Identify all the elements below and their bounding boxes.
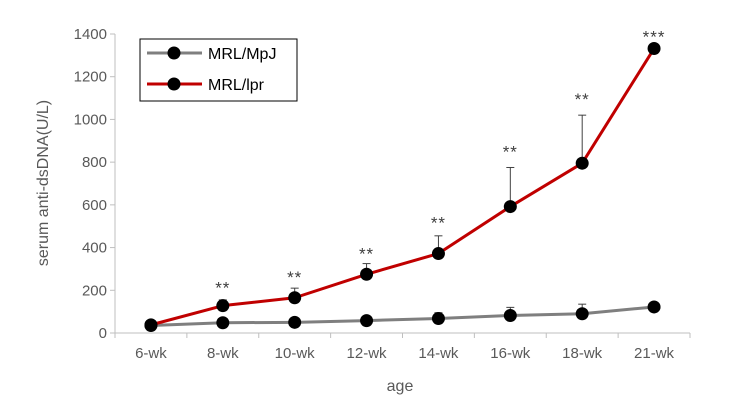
data-point-mrl-lpr bbox=[575, 156, 589, 170]
series-lines bbox=[150, 47, 656, 328]
data-point-mrl-mpj bbox=[575, 307, 589, 321]
significance-label: ** bbox=[287, 268, 302, 287]
y-tick-label: 200 bbox=[82, 282, 107, 299]
legend: MRL/MpJ MRL/lpr bbox=[139, 38, 298, 102]
data-point-mrl-mpj bbox=[360, 314, 374, 328]
data-point-mrl-lpr bbox=[144, 318, 158, 332]
x-tick-label: 21-wk bbox=[634, 345, 675, 362]
significance-label: *** bbox=[643, 27, 666, 46]
y-tick-label: 600 bbox=[82, 197, 107, 214]
y-tick-label: 400 bbox=[82, 240, 107, 257]
data-point-mrl-mpj bbox=[503, 308, 517, 322]
data-point-mrl-lpr bbox=[647, 42, 661, 56]
data-point-mrl-lpr bbox=[288, 291, 302, 305]
legend-label-mrl-mpj: MRL/MpJ bbox=[208, 46, 276, 63]
data-point-mrl-lpr bbox=[431, 247, 445, 261]
error-bars bbox=[218, 114, 587, 321]
y-axis-label: serum anti-dsDNA(U/L) bbox=[35, 100, 52, 266]
legend-box bbox=[139, 38, 298, 102]
data-point-mrl-mpj bbox=[288, 315, 302, 329]
legend-marker-mrl-lpr bbox=[167, 77, 181, 91]
data-point-mrl-lpr bbox=[216, 299, 230, 313]
series-line-mrl-lpr bbox=[150, 47, 656, 327]
x-tick-label: 14-wk bbox=[418, 345, 459, 362]
y-tick-label: 1400 bbox=[74, 26, 107, 43]
x-tick-label: 12-wk bbox=[347, 345, 388, 362]
y-tick-label: 800 bbox=[82, 154, 107, 171]
x-tick-label: 10-wk bbox=[275, 345, 316, 362]
y-tick-label: 1000 bbox=[74, 111, 107, 128]
x-tick-label: 16-wk bbox=[490, 345, 531, 362]
data-point-mrl-mpj bbox=[431, 311, 445, 325]
legend-label-mrl-lpr: MRL/lpr bbox=[208, 77, 265, 94]
data-point-mrl-lpr bbox=[503, 200, 517, 214]
axes: 0 200 400 600 800 1000 1200 1400 6-wk 8-wk 10-wk 12… bbox=[74, 26, 691, 362]
x-tick-label: 18-wk bbox=[562, 345, 603, 362]
significance-annotations: *************** bbox=[215, 27, 666, 297]
significance-label: ** bbox=[431, 214, 446, 233]
data-point-mrl-mpj bbox=[647, 300, 661, 314]
x-tick-label: 8-wk bbox=[207, 345, 239, 362]
data-point-mrl-mpj bbox=[216, 316, 230, 330]
x-axis-label: age bbox=[387, 378, 414, 395]
y-tick-label: 0 bbox=[99, 325, 107, 342]
legend-marker-mrl-mpj bbox=[167, 46, 181, 60]
significance-label: ** bbox=[215, 278, 230, 297]
series-line-mrl-mpj bbox=[150, 305, 655, 328]
significance-label: ** bbox=[575, 90, 590, 109]
data-point-mrl-lpr bbox=[360, 267, 374, 281]
y-tick-label: 1200 bbox=[74, 69, 107, 86]
data-points bbox=[144, 42, 661, 333]
x-tick-label: 6-wk bbox=[135, 345, 167, 362]
significance-label: ** bbox=[359, 244, 374, 263]
significance-label: ** bbox=[503, 143, 518, 162]
